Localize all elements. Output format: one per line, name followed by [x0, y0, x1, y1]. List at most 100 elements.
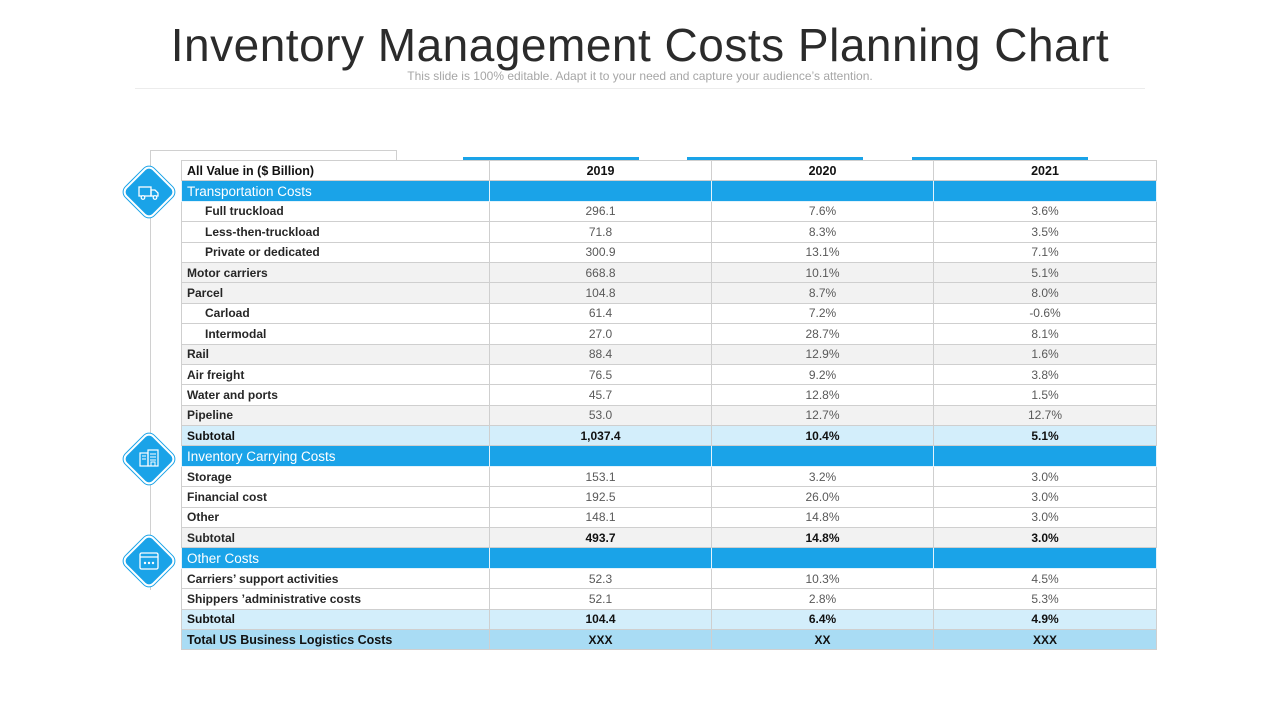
- table-cell: 45.7: [489, 384, 712, 406]
- table-row: Pipeline 53.0 12.7% 12.7%: [181, 404, 1157, 427]
- table-cell: -0.6%: [933, 302, 1157, 325]
- table-cell: 104.4: [489, 608, 712, 630]
- table-row: Storage 153.1 3.2% 3.0%: [181, 465, 1157, 488]
- table-cell: 14.8%: [711, 527, 934, 549]
- table-cell: 5.1%: [933, 425, 1157, 447]
- table-cell: [933, 547, 1157, 569]
- subtotal-row: Subtotal 1,037.4 10.4% 5.1%: [181, 425, 1157, 447]
- section-label: Other Costs: [181, 547, 490, 569]
- table-cell: 12.7%: [933, 404, 1157, 427]
- row-label: Intermodal: [181, 323, 490, 345]
- table-row: Air freight 76.5 9.2% 3.8%: [181, 363, 1157, 386]
- table-cell: 3.0%: [933, 527, 1157, 549]
- table-row: Water and ports 45.7 12.8% 1.5%: [181, 384, 1157, 406]
- row-label: Parcel: [181, 282, 490, 304]
- table-cell: 153.1: [489, 465, 712, 488]
- year-tab-2021: [912, 157, 1088, 161]
- table-cell: 12.8%: [711, 384, 934, 406]
- frame-line-top: [150, 150, 396, 151]
- table-cell: [489, 180, 712, 202]
- table-row: Intermodal 27.0 28.7% 8.1%: [181, 323, 1157, 345]
- table-cell: 9.2%: [711, 363, 934, 386]
- table-cell: 3.2%: [711, 465, 934, 488]
- header-year: 2020: [711, 159, 934, 182]
- table-cell: 76.5: [489, 363, 712, 386]
- row-label: Carload: [181, 302, 490, 325]
- table-cell: 7.6%: [711, 200, 934, 223]
- table-cell: XXX: [933, 628, 1157, 651]
- table-cell: 52.3: [489, 567, 712, 590]
- table-cell: 3.0%: [933, 486, 1157, 508]
- table-cell: 71.8: [489, 221, 712, 243]
- table-cell: 8.0%: [933, 282, 1157, 304]
- table-cell: 8.3%: [711, 221, 934, 243]
- row-label: Motor carriers: [181, 261, 490, 284]
- table-cell: 12.7%: [711, 404, 934, 427]
- row-label: Subtotal: [181, 608, 490, 630]
- row-label: Private or dedicated: [181, 241, 490, 263]
- table-cell: 53.0: [489, 404, 712, 427]
- row-label: Financial cost: [181, 486, 490, 508]
- row-label: Rail: [181, 343, 490, 365]
- table-row: Shippers ’administrative costs 52.1 2.8%…: [181, 588, 1157, 610]
- subtotal-row: Subtotal 104.4 6.4% 4.9%: [181, 608, 1157, 630]
- table-cell: 6.4%: [711, 608, 934, 630]
- page-title: Inventory Management Costs Planning Char…: [170, 19, 1110, 71]
- table-cell: 668.8: [489, 261, 712, 284]
- table-row: Motor carriers 668.8 10.1% 5.1%: [181, 261, 1157, 284]
- table-cell: 10.1%: [711, 261, 934, 284]
- table-cell: [489, 547, 712, 569]
- table-cell: 26.0%: [711, 486, 934, 508]
- title-divider: [135, 88, 1145, 89]
- table-cell: 192.5: [489, 486, 712, 508]
- section-row: Transportation Costs: [181, 180, 1157, 202]
- table-cell: 493.7: [489, 527, 712, 549]
- table-cell: 14.8%: [711, 506, 934, 529]
- table-cell: 52.1: [489, 588, 712, 610]
- table-cell: 3.5%: [933, 221, 1157, 243]
- truck-icon: [138, 186, 159, 200]
- year-tab-2020: [687, 157, 863, 161]
- subtotal-row: Subtotal 493.7 14.8% 3.0%: [181, 527, 1157, 549]
- page-subtitle: This slide is 100% editable. Adapt it to…: [407, 69, 873, 83]
- table-row: Carriers’ support activities 52.3 10.3% …: [181, 567, 1157, 590]
- row-label: Shippers ’administrative costs: [181, 588, 490, 610]
- header-year: 2019: [489, 159, 712, 182]
- table-cell: [489, 445, 712, 467]
- table-cell: 12.9%: [711, 343, 934, 365]
- row-label: Water and ports: [181, 384, 490, 406]
- row-label: Less-then-truckload: [181, 221, 490, 243]
- section-label: Inventory Carrying Costs: [181, 445, 490, 467]
- table-row: Less-then-truckload 71.8 8.3% 3.5%: [181, 221, 1157, 243]
- table-cell: 300.9: [489, 241, 712, 263]
- row-label: Subtotal: [181, 527, 490, 549]
- table-cell: 148.1: [489, 506, 712, 529]
- row-label: Other: [181, 506, 490, 529]
- table-cell: 2.8%: [711, 588, 934, 610]
- table-cell: 88.4: [489, 343, 712, 365]
- timeline-line: [150, 150, 151, 590]
- table-cell: 13.1%: [711, 241, 934, 263]
- table-cell: 1.5%: [933, 384, 1157, 406]
- table-cell: [711, 445, 934, 467]
- table-row: Parcel 104.8 8.7% 8.0%: [181, 282, 1157, 304]
- row-label: Full truckload: [181, 200, 490, 223]
- table-cell: 5.3%: [933, 588, 1157, 610]
- table-row: Financial cost 192.5 26.0% 3.0%: [181, 486, 1157, 508]
- table-cell: 4.9%: [933, 608, 1157, 630]
- table-cell: [711, 180, 934, 202]
- table-cell: [933, 180, 1157, 202]
- section-row: Other Costs: [181, 547, 1157, 569]
- table-cell: 8.7%: [711, 282, 934, 304]
- table-cell: 27.0: [489, 323, 712, 345]
- browser-window-icon: [139, 552, 159, 570]
- table-cell: XX: [711, 628, 934, 651]
- table-row: Other 148.1 14.8% 3.0%: [181, 506, 1157, 529]
- table-cell: 104.8: [489, 282, 712, 304]
- row-label: Total US Business Logistics Costs: [181, 628, 490, 651]
- header-year: 2021: [933, 159, 1157, 182]
- table-cell: 8.1%: [933, 323, 1157, 345]
- table-header-row: All Value in ($ Billion) 2019 2020 2021: [181, 159, 1157, 182]
- table-cell: 3.0%: [933, 465, 1157, 488]
- warehouse-icon: [139, 449, 159, 467]
